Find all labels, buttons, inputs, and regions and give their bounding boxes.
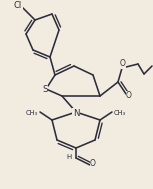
Text: CH₃: CH₃ bbox=[26, 110, 38, 116]
Text: O: O bbox=[126, 91, 132, 101]
Text: N: N bbox=[73, 108, 79, 118]
Text: O: O bbox=[90, 160, 96, 169]
Text: H: H bbox=[66, 154, 72, 160]
Text: CH₃: CH₃ bbox=[114, 110, 126, 116]
Text: S: S bbox=[42, 84, 48, 94]
Text: Cl: Cl bbox=[14, 2, 22, 11]
Text: O: O bbox=[120, 60, 126, 68]
